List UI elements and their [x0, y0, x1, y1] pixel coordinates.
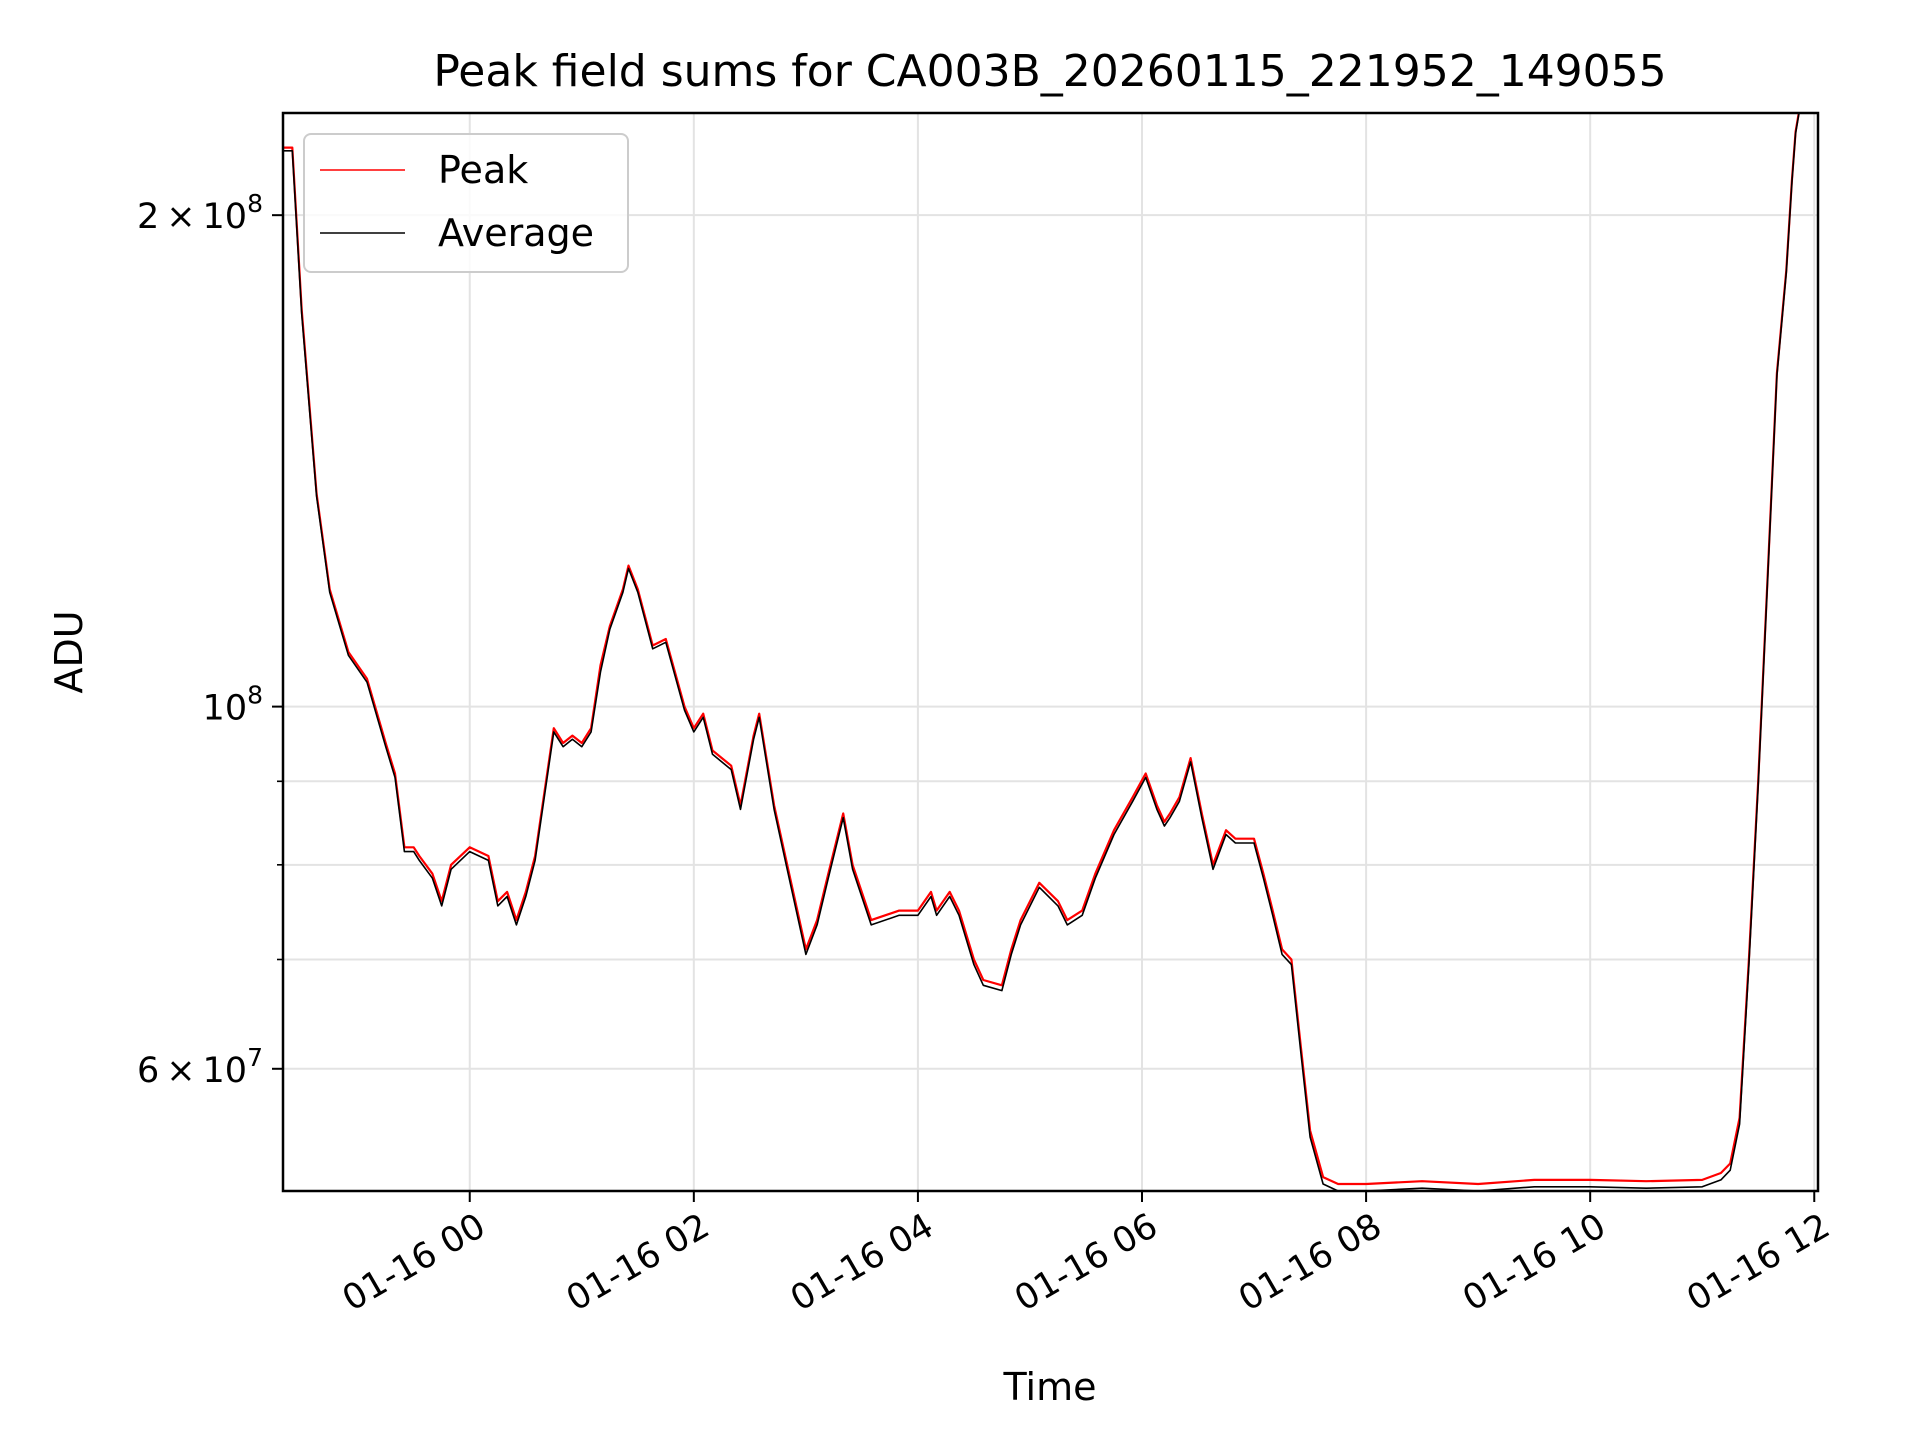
y-tick-label: 2 × 108	[137, 189, 263, 237]
grid	[283, 113, 1818, 1191]
x-axis-label: Time	[1003, 1365, 1097, 1409]
legend-box	[303, 133, 629, 273]
y-axis-label: ADU	[47, 610, 91, 693]
chart-title: Peak field sums for CA003B_20260115_2219…	[433, 46, 1666, 97]
series-line-peak	[283, 113, 1800, 1186]
legend-label-average: Average	[438, 211, 594, 255]
y-tick-label: 6 × 107	[137, 1043, 263, 1091]
y-tick-label: 108	[203, 681, 263, 729]
plot-frame	[281, 111, 1820, 1193]
series-lines	[283, 113, 1800, 1191]
legend: Peak Average	[303, 133, 629, 273]
y-axis-ticks: 6 × 107 108 2 × 108	[137, 189, 283, 1091]
legend-label-peak: Peak	[438, 148, 528, 192]
series-line-average	[283, 113, 1800, 1191]
